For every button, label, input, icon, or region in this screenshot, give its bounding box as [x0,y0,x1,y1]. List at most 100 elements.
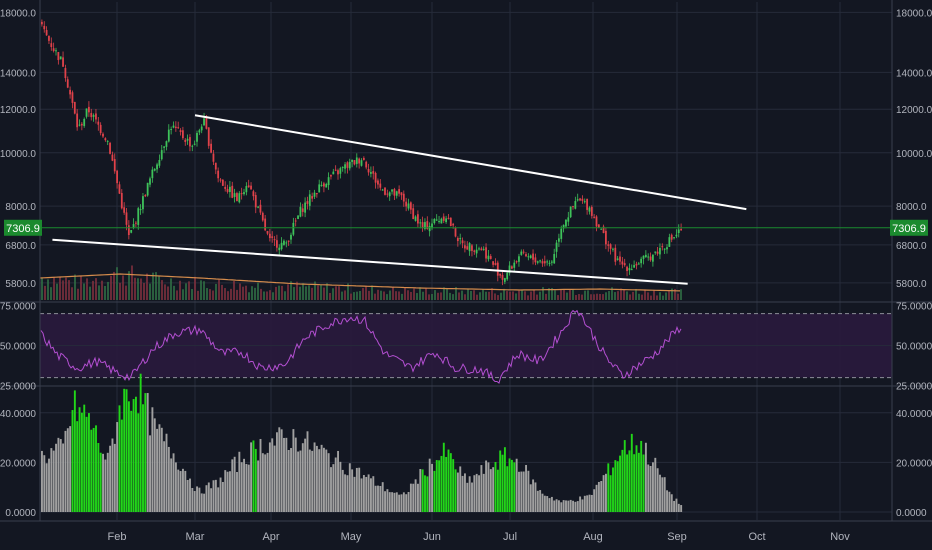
candle-body [280,242,283,250]
oscillator-bar [419,469,422,512]
volume-bar [383,291,385,300]
volume-bar [305,286,307,300]
oscillator-bar [153,418,156,512]
volume-bar [470,290,472,300]
time-tick-label: Jun [423,531,441,543]
oscillator-bar [332,464,335,512]
oscillator-bar [184,470,187,512]
candle-body [475,249,478,254]
volume-bar [53,277,55,300]
candle-body [273,239,276,241]
candle-body [125,212,128,225]
oscillator-bar [123,388,126,512]
candle-body [189,137,191,147]
oscillator-bar [268,442,271,512]
oscillator-bar [111,438,114,512]
volume-bar [119,282,121,300]
oscillator-bar [621,449,624,512]
volume-bar [668,290,670,300]
volume-bar [482,289,484,300]
candle-body [391,189,393,192]
volume-bar [467,288,469,300]
oscillator-bar [177,469,180,512]
candle-body [97,121,100,125]
candle-body [78,124,81,126]
oscillator-bar [212,480,215,512]
volume-bar [329,292,331,300]
right-price-axis[interactable]: 18000.0 14000.0 12000.0 10000.0 8000.0 6800.0… [891,0,932,521]
candle-body [485,247,487,259]
candle-body [635,263,638,266]
candle-body [229,186,231,193]
candle-body [207,127,210,146]
oscillator-bar [539,490,542,512]
oscillator-bar [99,452,102,512]
oscillator-bar [339,461,342,512]
oscillator-bar [534,482,537,512]
oscillator-bar [362,475,365,512]
oscillator-pane[interactable] [0,373,932,522]
volume-bar [608,291,610,300]
oscillator-bar [485,460,488,512]
candle-body [102,133,104,137]
0-tick-label-right: 12000.0 [896,105,932,116]
volume-bar [65,277,67,300]
candle-body [442,216,445,221]
oscillator-bar [149,435,151,512]
oscillator-bar [346,475,349,512]
candle-body [386,193,389,195]
price-pane[interactable] [0,2,932,520]
volume-bar [44,285,46,300]
volume-bar [605,292,607,300]
oscillator-bar [104,459,107,512]
candle-body [532,253,534,260]
oscillator-bar [97,443,100,512]
candle-body [158,160,161,166]
oscillator-bar [586,495,589,512]
candle-body [670,234,673,240]
oscillator-bar [659,474,661,512]
volume-bar [500,292,502,300]
volume-bar [158,276,160,300]
candle-body [313,192,316,197]
oscillator-bar [605,473,607,512]
upper-trendline [194,114,747,211]
volume-bar [419,287,421,300]
volume-bar [113,271,115,300]
oscillator-bar [489,469,492,512]
candle-body [405,201,408,207]
oscillator-bar [78,407,81,512]
candle-body [264,218,267,231]
candle-body [139,209,142,211]
candle-body [116,170,118,184]
oscillator-bar [619,455,621,512]
volume-bar [287,284,289,300]
volume-bar [326,283,328,300]
candle-body [174,126,177,129]
oscillator-bar [203,493,206,512]
candle-body [600,228,603,230]
oscillator-bar [468,476,471,512]
candle-body [80,123,83,126]
candle-body [66,79,69,88]
candle-body [186,138,189,141]
oscillator-bar [656,468,659,512]
candle-body [341,166,344,168]
candle-body [616,258,619,260]
oscillator-bar [196,486,198,512]
volume-bar [332,288,334,300]
volume-bar [278,285,280,300]
candle-body [348,161,351,169]
candle-body [109,142,111,154]
candle-body [120,192,123,209]
volume-bar [659,292,661,300]
rsi-pane[interactable] [0,309,932,387]
time-axis[interactable]: Feb Mar Apr May Jun Jul Aug Sep Oct Nov [108,531,851,543]
left-price-axis[interactable]: 18000.0 14000.0 12000.0 10000.0 8000.0 6800.0… [0,0,41,521]
oscillator-bar [414,479,417,512]
oscillator-bar [245,463,248,512]
candle-body [367,168,370,173]
volume-bar [413,288,415,300]
oscillator-bar [88,413,90,512]
oscillator-bar [424,475,426,512]
